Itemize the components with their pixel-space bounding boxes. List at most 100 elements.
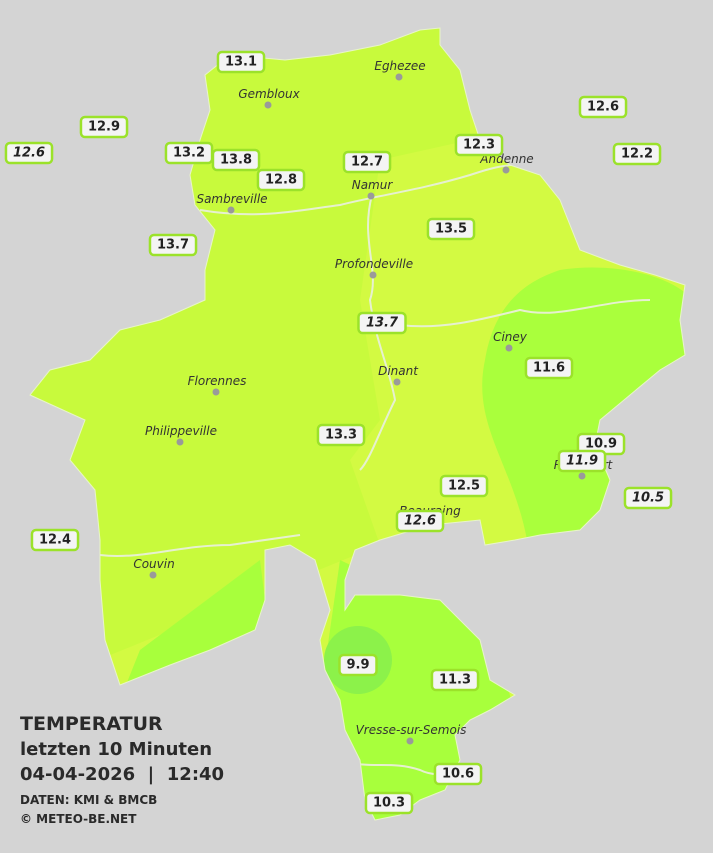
reading-value: 11.3	[439, 673, 471, 688]
town-label: Ciney	[493, 330, 528, 344]
town-label: Couvin	[133, 557, 174, 571]
reading-value: 12.2	[621, 147, 653, 162]
town-dot	[505, 344, 513, 352]
legend-block: TEMPERATUR letzten 10 Minuten 04-04-2026…	[20, 713, 224, 826]
reading: 13.5	[426, 217, 476, 241]
town-label: Florennes	[188, 374, 247, 388]
reading-value: 10.9	[585, 437, 617, 452]
reading-box	[524, 356, 574, 380]
title: TEMPERATUR	[20, 713, 163, 735]
town-dot	[212, 388, 220, 396]
town-dot	[395, 73, 403, 81]
reading-value: 13.2	[173, 146, 205, 161]
reading-value: 10.5	[632, 491, 664, 506]
reading: 13.2	[164, 141, 214, 165]
reading: 10.6	[433, 762, 483, 786]
town-dot	[393, 378, 401, 386]
town-label: Namur	[352, 178, 394, 192]
reading-value: 11.9	[566, 454, 598, 469]
towns: EghezeeGemblouxAndenneNamurSambrevillePr…	[133, 59, 614, 745]
reading-box	[557, 449, 607, 473]
reading-box	[357, 311, 407, 335]
reading-box	[364, 791, 414, 815]
town-dot	[369, 271, 377, 279]
reading-box	[316, 423, 366, 447]
town-label: Eghezee	[374, 59, 425, 73]
reading: 10.9	[576, 432, 626, 456]
reading-value: 12.6	[404, 514, 436, 529]
reading: 12.5	[439, 474, 489, 498]
reading-box	[4, 141, 54, 165]
source: DATEN: KMI & BMCB	[20, 793, 157, 807]
town-label: Philippeville	[145, 424, 217, 438]
reading: 13.7	[357, 311, 407, 335]
reading: 12.6	[578, 95, 628, 119]
town-dot	[578, 472, 586, 480]
copyright: © METEO-BE.NET	[20, 812, 137, 826]
reading-value: 10.6	[442, 767, 474, 782]
reading-box	[211, 148, 261, 172]
reading-value: 12.8	[265, 173, 297, 188]
reading-value: 13.1	[225, 55, 257, 70]
reading-box	[578, 95, 628, 119]
town-dot	[406, 737, 414, 745]
reading-box	[79, 115, 129, 139]
reading-box	[433, 762, 483, 786]
reading-value: 12.6	[587, 100, 619, 115]
reading: 12.8	[256, 168, 306, 192]
reading-value: 12.4	[39, 533, 71, 548]
reading: 9.9	[338, 653, 378, 677]
town-label: Vresse-sur-Semois	[356, 723, 467, 737]
reading: 12.7	[342, 150, 392, 174]
reading: 13.1	[216, 50, 266, 74]
reading-box	[623, 486, 673, 510]
reading: 13.3	[316, 423, 366, 447]
reading-value: 13.7	[366, 316, 399, 331]
reading-box	[338, 653, 378, 677]
town-dot	[264, 101, 272, 109]
reading-value: 9.9	[346, 658, 369, 673]
reading-value: 10.3	[373, 796, 405, 811]
reading: 12.6	[395, 509, 445, 533]
town-dot	[149, 571, 157, 579]
reading: 10.5	[623, 486, 673, 510]
reading-box	[256, 168, 306, 192]
reading: 11.9	[557, 449, 607, 473]
reading-box	[395, 509, 445, 533]
reading-box	[342, 150, 392, 174]
reading: 12.3	[454, 133, 504, 157]
town-dot	[176, 438, 184, 446]
reading-box	[426, 217, 476, 241]
reading-box	[439, 474, 489, 498]
reading-box	[612, 142, 662, 166]
reading-value: 11.6	[533, 361, 565, 376]
reading-value: 12.5	[448, 479, 480, 494]
town-label: Gembloux	[238, 87, 300, 101]
reading: 13.7	[148, 233, 198, 257]
reading-value: 13.3	[325, 428, 357, 443]
town-dot	[227, 206, 235, 214]
reading: 12.2	[612, 142, 662, 166]
reading-box	[148, 233, 198, 257]
reading-value: 12.6	[13, 146, 45, 161]
reading: 12.9	[79, 115, 129, 139]
reading-box	[454, 133, 504, 157]
reading: 12.4	[30, 528, 80, 552]
reading-box	[430, 668, 480, 692]
reading-box	[216, 50, 266, 74]
reading-box	[30, 528, 80, 552]
reading: 11.6	[524, 356, 574, 380]
reading-value: 13.7	[157, 238, 189, 253]
reading: 11.3	[430, 668, 480, 692]
reading: 10.3	[364, 791, 414, 815]
reading-value: 13.8	[220, 153, 252, 168]
town-dot	[502, 166, 510, 174]
town-label: Sambreville	[196, 192, 267, 206]
reading-value: 12.7	[351, 155, 383, 170]
town-label: Dinant	[378, 364, 419, 378]
subtitle: letzten 10 Minuten	[20, 739, 212, 760]
town-dot	[367, 192, 375, 200]
reading: 13.8	[211, 148, 261, 172]
